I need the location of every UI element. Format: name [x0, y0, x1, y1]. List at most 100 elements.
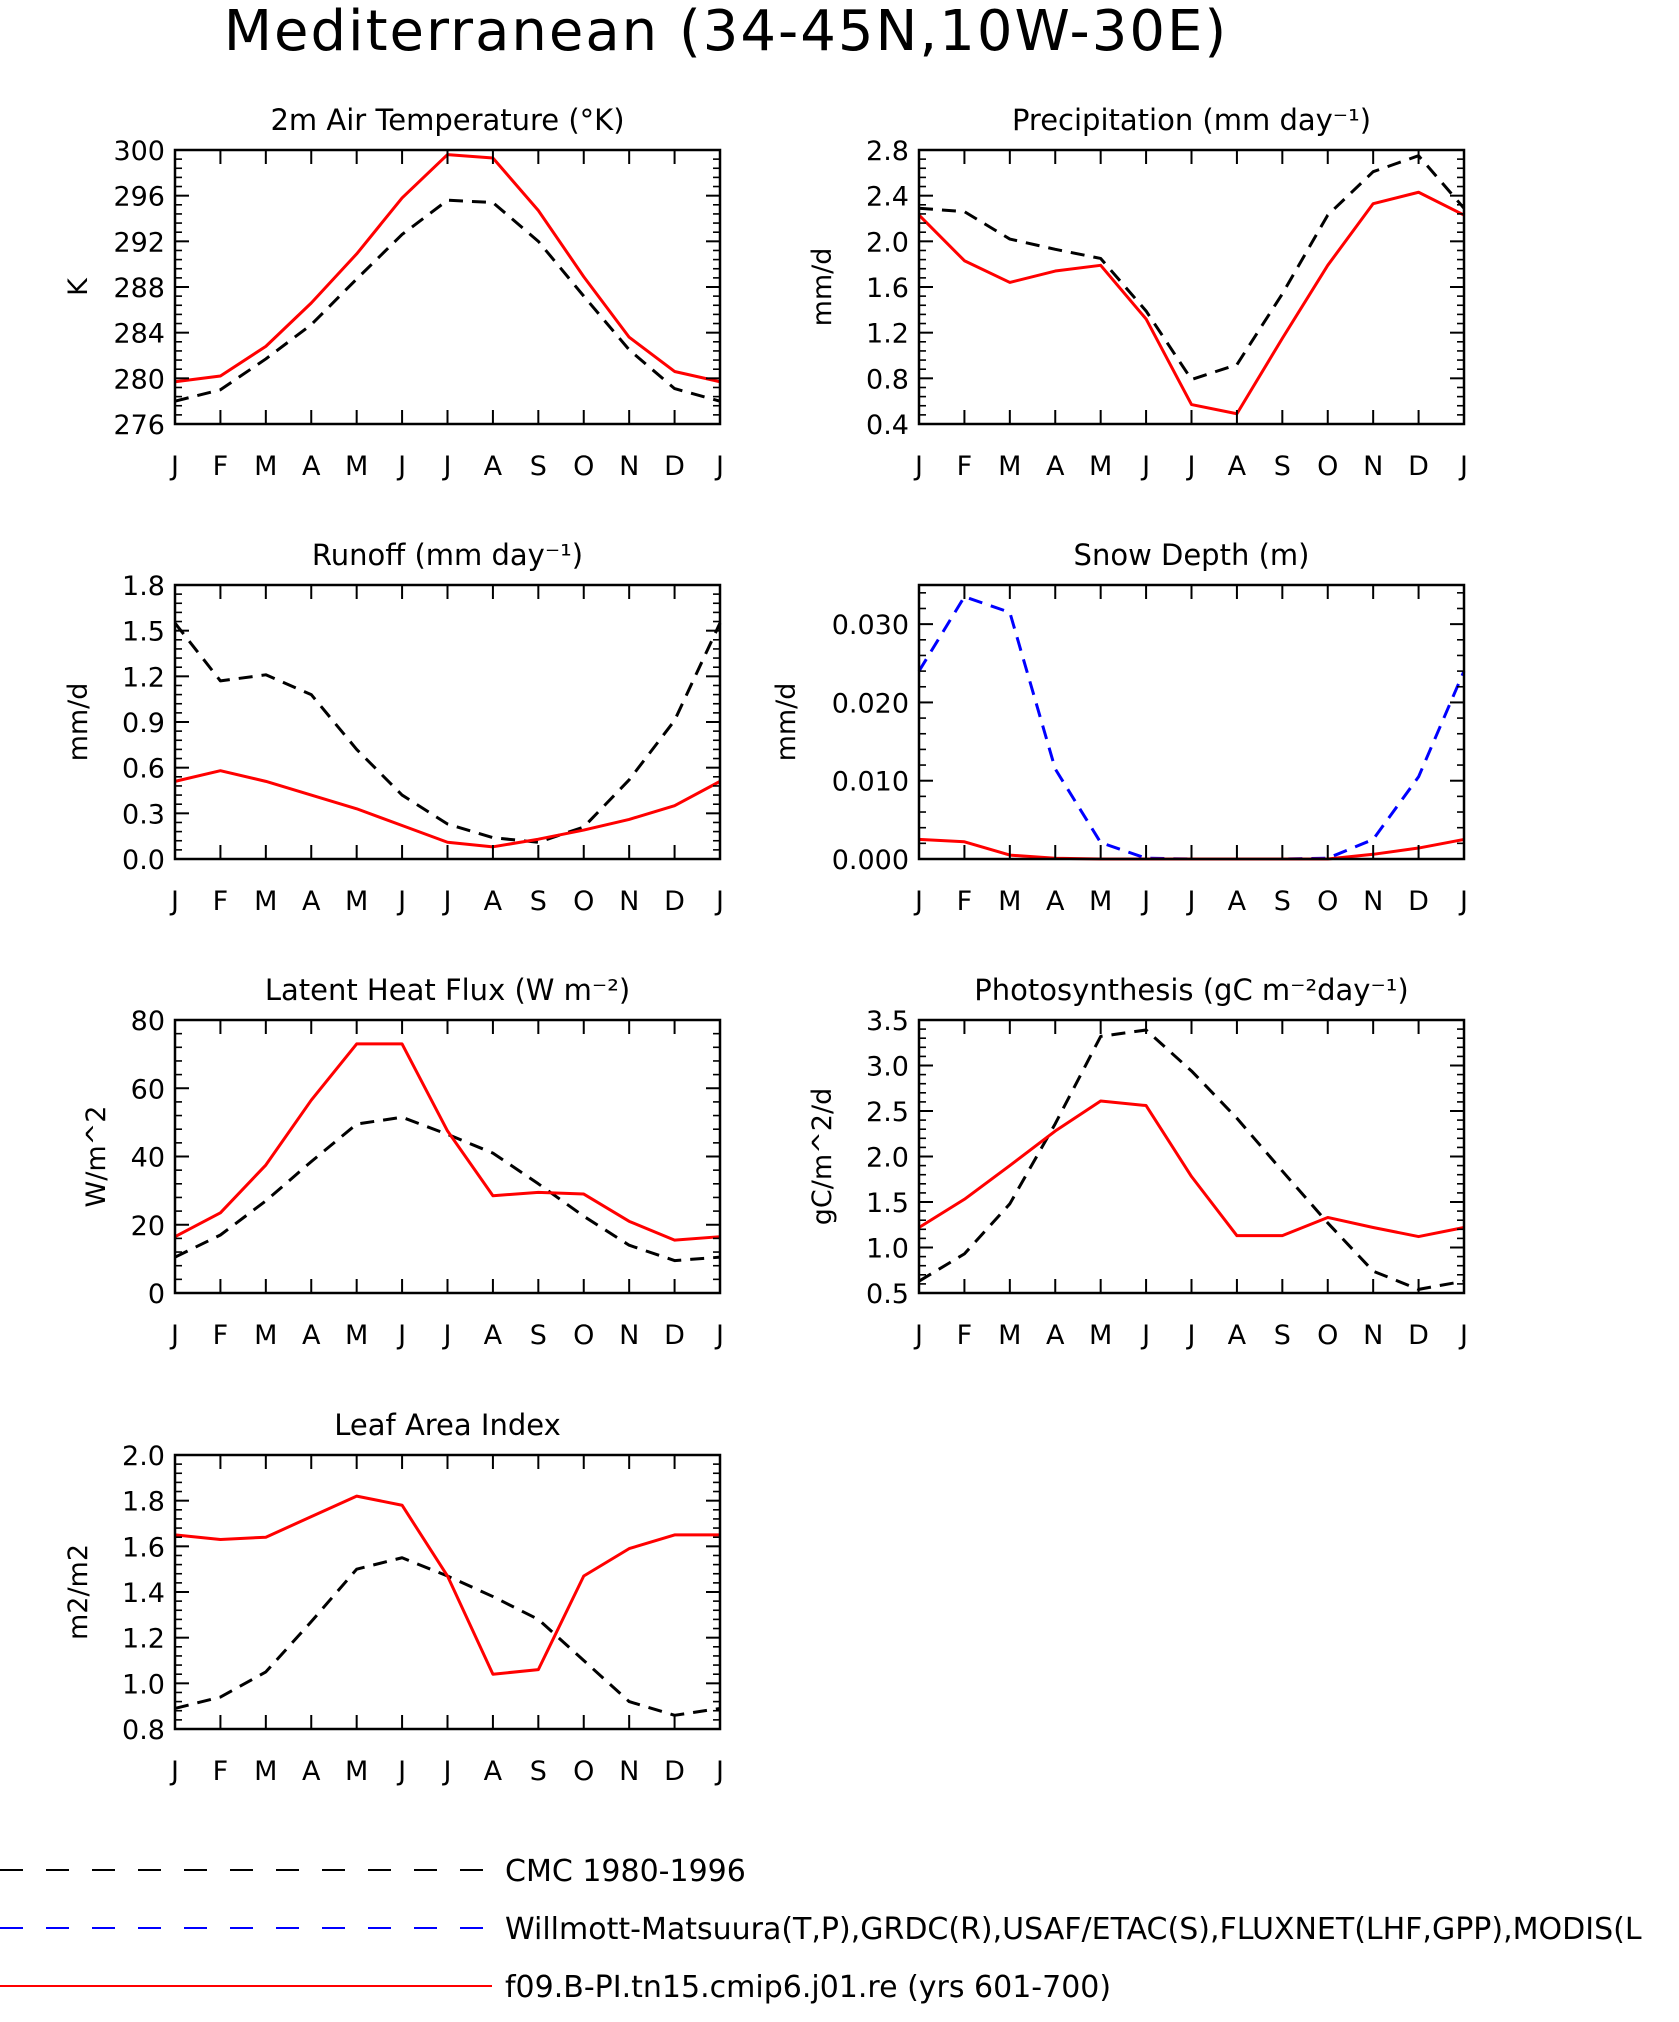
- x-tick-label: J: [1186, 451, 1196, 482]
- x-tick-label: J: [1140, 886, 1150, 917]
- x-tick-label: J: [1140, 451, 1150, 482]
- x-tick-label: J: [396, 1320, 406, 1351]
- y-tick-label: 284: [113, 319, 165, 350]
- series-line-model: [174, 153, 721, 384]
- y-tick-label: 0.3: [122, 799, 165, 830]
- x-tick-label: D: [1408, 1320, 1429, 1351]
- x-tick-label: A: [1046, 886, 1065, 917]
- legend-label-obs: Willmott-Matsuura(T,P),GRDC(R),USAF/ETAC…: [505, 1912, 1642, 1947]
- x-tick-label: A: [1046, 451, 1065, 482]
- y-tick-label: 1.5: [866, 1188, 909, 1219]
- legend-label-model: f09.B-PI.tn15.cmip6.j01.re (yrs 601-700): [505, 1970, 1111, 2005]
- y-axis-label: W/m^2: [81, 1106, 112, 1208]
- x-tick-label: M: [345, 451, 368, 482]
- y-tick-label: 1.6: [122, 1532, 165, 1563]
- plot-frame: [917, 583, 1466, 861]
- y-tick-label: 2.0: [866, 227, 909, 258]
- y-tick-label: 3.5: [866, 1006, 909, 1037]
- chart-panel: 0.40.81.21.62.02.42.8J F M A M J J A S O N D JPrecip…: [807, 103, 1468, 482]
- x-tick-label: A: [302, 1756, 321, 1787]
- y-tick-label: 296: [113, 182, 165, 213]
- x-tick-label: S: [530, 1756, 547, 1787]
- series-line-cmc: [174, 1115, 721, 1263]
- y-tick-label: 0.9: [122, 708, 165, 739]
- y-tick-label: 0.6: [122, 754, 165, 785]
- y-tick-label: 1.5: [122, 617, 165, 648]
- x-tick-label: M: [254, 451, 277, 482]
- x-tick-label: F: [213, 1320, 229, 1351]
- x-tick-label: N: [1363, 451, 1383, 482]
- x-tick-label: F: [957, 1320, 973, 1351]
- x-tick-label: M: [345, 886, 368, 917]
- x-tick-label: O: [1317, 1320, 1338, 1351]
- y-axis-label: m2/m2: [63, 1544, 94, 1640]
- x-tick-label: D: [664, 451, 685, 482]
- x-tick-label: J: [714, 1320, 724, 1351]
- y-tick-label: 0.020: [832, 688, 909, 719]
- y-tick-label: 292: [113, 227, 165, 258]
- x-tick-label: D: [1408, 886, 1429, 917]
- x-tick-label: N: [619, 1320, 639, 1351]
- x-tick-label: A: [302, 1320, 321, 1351]
- x-tick-label: J: [442, 1756, 452, 1787]
- x-tick-label: J: [913, 1320, 923, 1351]
- legend: CMC 1980-1996 Willmott-Matsuura(T,P),GRDC…: [0, 1854, 1642, 2005]
- x-tick-label: F: [957, 886, 973, 917]
- y-tick-label: 1.4: [122, 1578, 165, 1609]
- chart-panel: 0.00.30.60.91.21.51.8J F M A M J J A S O N D JRunoff…: [63, 538, 724, 917]
- y-tick-label: 0.000: [832, 845, 909, 876]
- panel-title: Snow Depth (m): [1074, 538, 1310, 572]
- y-tick-label: 80: [131, 1006, 165, 1037]
- x-tick-label: J: [913, 451, 923, 482]
- y-tick-label: 1.2: [122, 662, 165, 693]
- x-tick-label: O: [1317, 886, 1338, 917]
- x-tick-label: M: [1089, 1320, 1112, 1351]
- y-axis-label: mm/d: [63, 683, 94, 762]
- y-tick-label: 2.5: [866, 1097, 909, 1128]
- y-tick-label: 1.8: [122, 571, 165, 602]
- panel-title: Latent Heat Flux (W m⁻²): [265, 973, 630, 1007]
- x-tick-label: O: [573, 1320, 594, 1351]
- y-tick-label: 1.2: [122, 1624, 165, 1655]
- plot-frame: [173, 1018, 722, 1295]
- y-tick-label: 288: [113, 273, 165, 304]
- x-tick-label: A: [484, 451, 503, 482]
- series-line-model: [174, 769, 721, 849]
- x-tick-label: O: [573, 1756, 594, 1787]
- y-tick-label: 3.0: [866, 1052, 909, 1083]
- plot-frame: [173, 148, 722, 426]
- x-tick-label: J: [396, 1756, 406, 1787]
- x-tick-label: J: [913, 886, 923, 917]
- y-tick-label: 300: [113, 136, 165, 167]
- y-tick-label: 0.8: [866, 364, 909, 395]
- x-tick-label: S: [1274, 451, 1291, 482]
- x-tick-label: J: [169, 1320, 179, 1351]
- x-tick-label: J: [714, 451, 724, 482]
- x-tick-label: J: [169, 886, 179, 917]
- y-tick-label: 0.8: [122, 1715, 165, 1746]
- y-tick-label: 0: [148, 1279, 165, 1310]
- x-tick-label: J: [396, 886, 406, 917]
- x-tick-label: J: [442, 1320, 452, 1351]
- y-tick-label: 1.0: [866, 1234, 909, 1265]
- x-tick-label: A: [484, 886, 503, 917]
- x-tick-label: O: [573, 451, 594, 482]
- x-tick-label: N: [619, 1756, 639, 1787]
- panel-title: Runoff (mm day⁻¹): [312, 538, 583, 572]
- x-tick-label: J: [1458, 451, 1468, 482]
- x-tick-label: M: [254, 1320, 277, 1351]
- x-tick-label: A: [484, 1756, 503, 1787]
- x-tick-label: S: [1274, 886, 1291, 917]
- series-line-cmc: [918, 154, 1466, 381]
- x-tick-label: S: [530, 451, 547, 482]
- y-tick-label: 2.4: [866, 182, 909, 213]
- x-tick-label: S: [530, 1320, 547, 1351]
- panel-title: Photosynthesis (gC m⁻²day⁻¹): [974, 973, 1408, 1007]
- series-line-cmc: [173, 622, 722, 844]
- x-tick-label: M: [254, 886, 277, 917]
- x-tick-label: J: [442, 886, 452, 917]
- y-axis-label: K: [63, 277, 94, 296]
- x-tick-label: N: [619, 451, 639, 482]
